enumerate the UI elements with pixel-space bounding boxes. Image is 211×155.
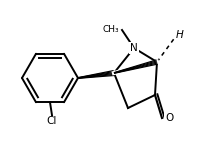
Text: Cl: Cl — [47, 116, 57, 126]
Text: H: H — [176, 30, 184, 40]
Text: CH₃: CH₃ — [102, 26, 119, 35]
Text: O: O — [165, 113, 173, 123]
Text: N: N — [130, 43, 138, 53]
